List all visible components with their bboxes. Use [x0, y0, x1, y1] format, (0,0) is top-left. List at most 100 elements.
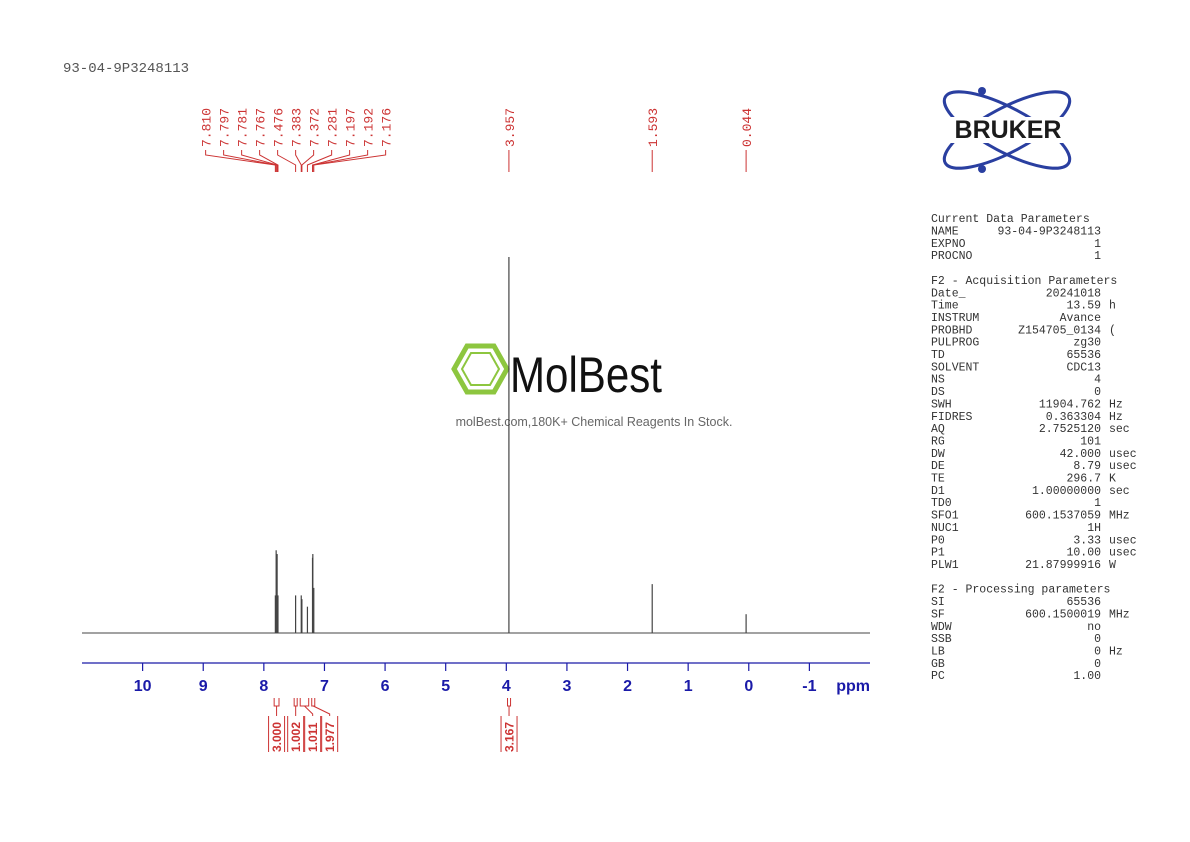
integral-label: 1.011 — [306, 722, 320, 752]
parameter-value: zg30 — [1073, 337, 1101, 350]
parameter-unit: ( — [1109, 324, 1116, 337]
parameter-value: 0 — [1094, 633, 1101, 646]
parameter-value: 20241018 — [1046, 287, 1101, 300]
parameter-value: CDC13 — [1066, 361, 1101, 374]
parameter-name: INSTRUM — [931, 312, 979, 325]
parameter-value: 1 — [1094, 238, 1101, 251]
parameter-value: 8.79 — [1073, 460, 1101, 473]
peak-label: 7.810 — [200, 108, 215, 147]
parameter-unit: K — [1109, 473, 1116, 486]
logo-orbit — [942, 90, 1072, 170]
parameter-value: 296.7 — [1066, 473, 1101, 486]
bruker-logo: BRUKER — [924, 87, 1092, 173]
parameter-name: P0 — [931, 534, 945, 547]
x-tick-label: 7 — [320, 678, 329, 695]
integral-label: 1.977 — [323, 722, 337, 752]
parameter-value: 2.7525120 — [1039, 423, 1101, 436]
parameter-section-title: Current Data Parameters — [931, 213, 1090, 226]
peak-label-leader — [241, 150, 278, 172]
peak-label: 7.192 — [362, 108, 377, 147]
watermark-tagline: molBest.com,180K+ Chemical Reagents In S… — [456, 415, 733, 429]
parameter-name: PROBHD — [931, 324, 973, 337]
x-tick-label: 5 — [441, 678, 450, 695]
peak-label: 7.372 — [308, 108, 323, 147]
x-tick-label: 1 — [684, 678, 693, 695]
parameter-value: Avance — [1060, 312, 1102, 325]
parameter-value: 65536 — [1066, 349, 1101, 362]
watermark-icon — [460, 352, 501, 386]
parameter-unit: MHz — [1109, 608, 1130, 621]
parameter-name: NAME — [931, 225, 959, 238]
parameter-unit: usec — [1109, 460, 1137, 473]
logo-band — [924, 117, 1092, 143]
peak-label-leader — [259, 150, 279, 172]
integral-bracket — [299, 698, 310, 707]
parameter-value: 42.000 — [1060, 448, 1102, 461]
parameter-section-title: F2 - Processing parameters — [931, 584, 1110, 597]
peak-label: 7.476 — [272, 108, 287, 147]
logo-text: BRUKER — [955, 116, 1062, 144]
parameter-value: 1.00000000 — [1032, 485, 1101, 498]
parameter-value: 0.363304 — [1046, 411, 1101, 424]
peak-label-leader — [295, 150, 302, 172]
parameter-value: no — [1087, 621, 1101, 634]
parameter-value: 21.87999916 — [1025, 559, 1101, 572]
parameter-name: NUC1 — [931, 522, 959, 535]
parameter-unit: Hz — [1109, 398, 1123, 411]
peak-label: 7.281 — [326, 108, 341, 147]
peak-label-leader — [313, 150, 387, 172]
parameter-name: AQ — [931, 423, 945, 436]
parameter-value: 93-04-9P3248113 — [997, 225, 1101, 238]
logo-dot — [978, 165, 986, 173]
peak-label-leader — [312, 150, 369, 172]
watermark-brand: MolBest — [510, 347, 662, 403]
parameter-name: P1 — [931, 547, 945, 560]
parameter-name: EXPNO — [931, 238, 966, 251]
parameter-unit: sec — [1109, 423, 1130, 436]
parameter-name: SF — [931, 608, 945, 621]
parameter-name: D1 — [931, 485, 945, 498]
parameter-name: SFO1 — [931, 510, 959, 523]
x-tick-label: -1 — [802, 678, 816, 695]
peak-label: 7.197 — [344, 108, 359, 147]
x-tick-label: 3 — [562, 678, 571, 695]
parameter-name: PULPROG — [931, 337, 979, 350]
parameter-name: PC — [931, 670, 945, 683]
parameter-value: 10.00 — [1066, 547, 1101, 560]
parameter-unit: sec — [1109, 485, 1130, 498]
parameter-name: Time — [931, 300, 959, 313]
x-tick-label: 10 — [134, 678, 152, 695]
peak-label: 7.767 — [254, 108, 269, 147]
parameter-value: 0 — [1094, 386, 1101, 399]
peak-label: 7.781 — [236, 108, 251, 147]
integral-bracket — [311, 698, 316, 707]
parameter-unit: Hz — [1109, 646, 1123, 659]
parameter-name: FIDRES — [931, 411, 973, 424]
parameter-section-title: F2 - Acquisition Parameters — [931, 275, 1117, 288]
parameter-name: PLW1 — [931, 559, 959, 572]
parameter-name: TE — [931, 473, 945, 486]
parameter-value: 3.33 — [1073, 534, 1101, 547]
integral-label: 3.000 — [270, 722, 284, 752]
parameter-name: SSB — [931, 633, 952, 646]
parameter-unit: usec — [1109, 448, 1137, 461]
x-tick-label: 8 — [259, 678, 268, 695]
spectrum: 7.810 7.797 7.781 7.767 7.476 7.383 7.372 7.281… — [82, 108, 870, 752]
peak-label-leader — [223, 150, 277, 172]
peak-label: 1.593 — [646, 108, 661, 147]
parameter-name: LB — [931, 646, 945, 659]
parameter-unit: MHz — [1109, 510, 1130, 523]
parameter-name: SWH — [931, 398, 952, 411]
parameter-unit: usec — [1109, 534, 1137, 547]
peak-label: 7.383 — [290, 108, 305, 147]
parameter-unit: Hz — [1109, 411, 1123, 424]
peak-label: 7.176 — [380, 108, 395, 147]
integral-bracket — [273, 698, 280, 707]
parameter-value: 1H — [1087, 522, 1101, 535]
x-tick-label: 6 — [381, 678, 390, 695]
parameter-unit: usec — [1109, 547, 1137, 560]
parameter-value: 0 — [1094, 658, 1101, 671]
parameter-value: 4 — [1094, 374, 1101, 387]
